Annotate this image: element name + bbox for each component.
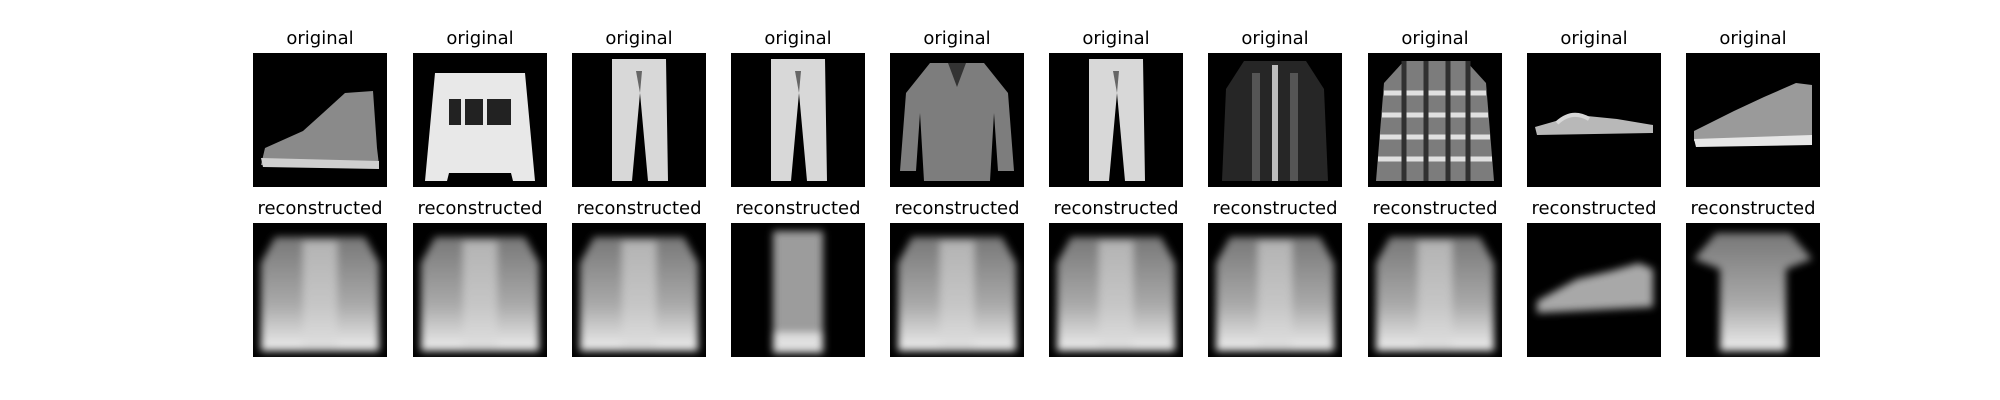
original-title: original [1401,28,1469,49]
original-title: original [1719,28,1787,49]
reconstructed-title: reconstructed [1212,198,1338,219]
original-image-plaid-shirt [1368,53,1502,187]
original-title: original [923,28,991,49]
reconstructed-image-blurry-top [413,223,547,357]
original-image-shirt [890,53,1024,187]
reconstructed-image-blurry-top [890,223,1024,357]
reconstructed-title: reconstructed [257,198,383,219]
original-image-sneaker [1686,53,1820,187]
original-image-trousers [572,53,706,187]
original-title: original [286,28,354,49]
reconstructed-title: reconstructed [417,198,543,219]
original-title: original [764,28,832,49]
original-image-coat [1208,53,1342,187]
original-title: original [1560,28,1628,49]
original-title: original [605,28,673,49]
reconstructed-title: reconstructed [894,198,1020,219]
original-image-sweater-with-logo [413,53,547,187]
reconstructed-image-blurry-tshirt [1686,223,1820,357]
original-title: original [1082,28,1150,49]
reconstructed-title: reconstructed [1690,198,1816,219]
reconstructed-title: reconstructed [576,198,702,219]
reconstructed-image-blurry-sneaker [1527,223,1661,357]
reconstructed-image-blurry-top [572,223,706,357]
original-image-ankle-boot [253,53,387,187]
original-title: original [1241,28,1309,49]
reconstructed-title: reconstructed [735,198,861,219]
original-title: original [446,28,514,49]
original-image-sandal [1527,53,1661,187]
reconstructed-image-blurry-top [1049,223,1183,357]
reconstructed-image-blurry-top [253,223,387,357]
reconstructed-title: reconstructed [1053,198,1179,219]
reconstructed-title: reconstructed [1531,198,1657,219]
reconstructed-image-blurry-trousers [731,223,865,357]
reconstructed-image-blurry-top [1208,223,1342,357]
reconstructed-image-blurry-top [1368,223,1502,357]
reconstructed-title: reconstructed [1372,198,1498,219]
original-image-trousers [1049,53,1183,187]
original-image-trousers [731,53,865,187]
